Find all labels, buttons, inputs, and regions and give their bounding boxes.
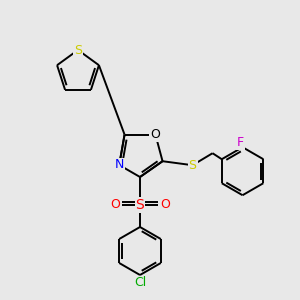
Text: S: S xyxy=(189,159,196,172)
Text: S: S xyxy=(136,198,144,212)
Text: O: O xyxy=(160,199,170,212)
Text: O: O xyxy=(110,199,120,212)
Text: F: F xyxy=(237,136,244,149)
Text: N: N xyxy=(115,158,124,172)
Text: O: O xyxy=(151,128,160,141)
Text: Cl: Cl xyxy=(134,277,146,290)
Text: S: S xyxy=(74,44,82,56)
